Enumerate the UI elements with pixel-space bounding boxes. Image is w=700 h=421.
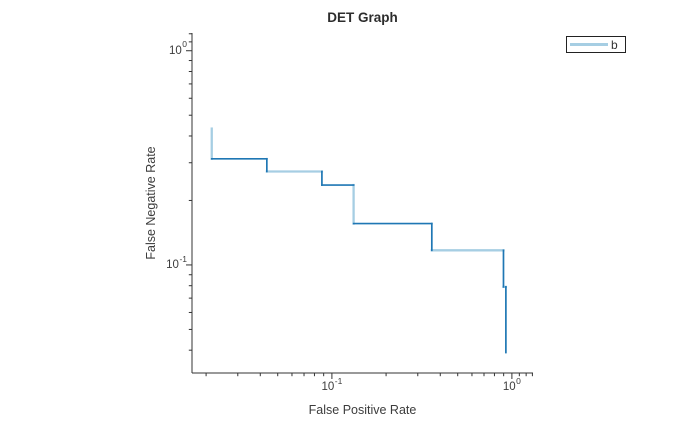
x-tick-label: 10-1	[321, 375, 343, 393]
x-tick-label: 100	[502, 375, 521, 393]
x-axis-label: False Positive Rate	[308, 403, 417, 417]
y-tick-label: 100	[168, 39, 187, 57]
legend-label: b	[611, 37, 618, 52]
y-tick-label: 10-1	[166, 253, 187, 271]
legend-line-sample	[570, 43, 608, 46]
chart-title: DET Graph	[327, 10, 398, 25]
legend: b	[566, 36, 626, 53]
